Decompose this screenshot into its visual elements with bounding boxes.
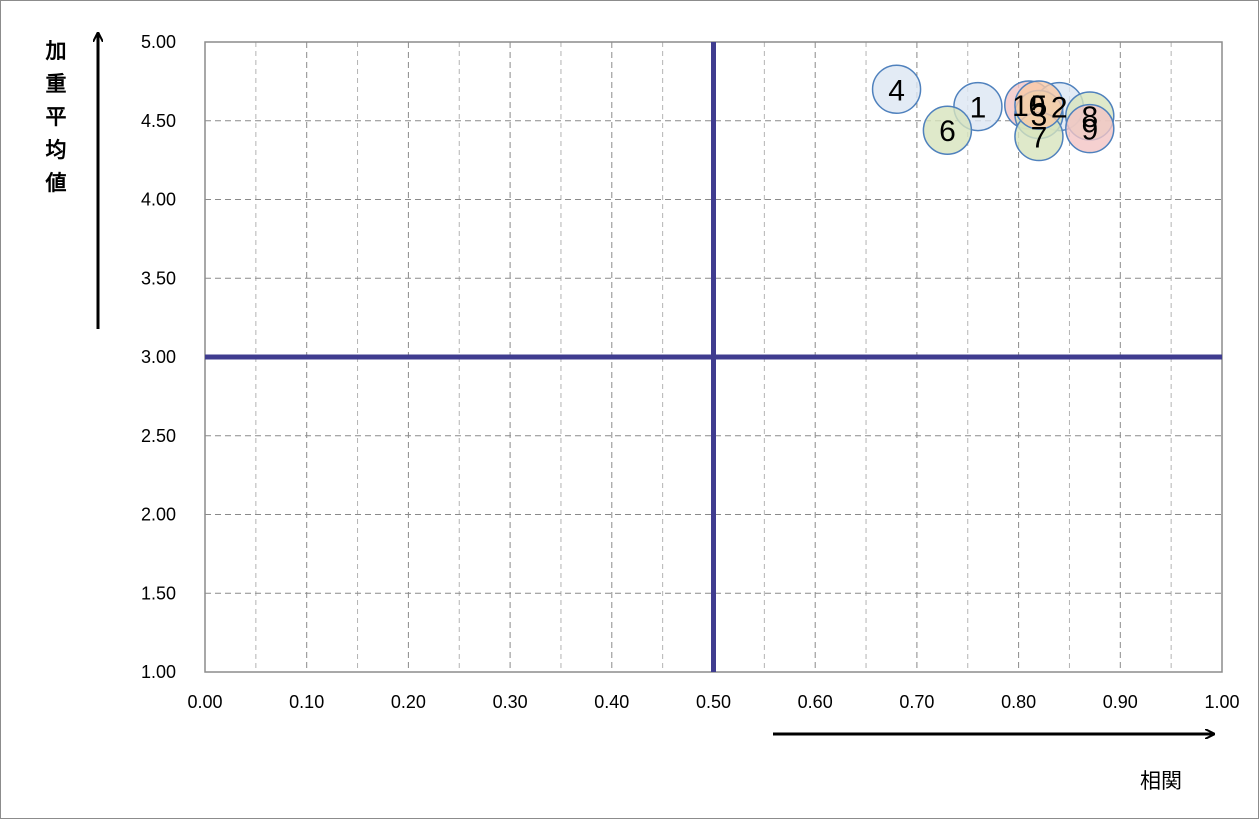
data-point-label: 5 (1031, 90, 1048, 123)
x-tick-label: 0.40 (594, 692, 629, 712)
data-point-label: 8 (1081, 101, 1098, 134)
x-tick-label: 0.70 (899, 692, 934, 712)
x-tick-label: 0.60 (798, 692, 833, 712)
x-tick-label: 0.30 (493, 692, 528, 712)
y-tick-label: 4.50 (141, 111, 176, 131)
data-point-label: 3 (1031, 99, 1048, 132)
x-tick-label: 0.90 (1103, 692, 1138, 712)
x-tick-label: 1.00 (1204, 692, 1239, 712)
y-tick-label: 3.50 (141, 268, 176, 288)
reference-lines (205, 42, 1222, 672)
x-tick-label: 0.10 (289, 692, 324, 712)
data-point-label: 4 (888, 74, 905, 107)
data-point-label: 10 (1012, 90, 1045, 123)
data-point-label: 9 (1081, 114, 1098, 147)
y-tick-label: 1.50 (141, 583, 176, 603)
data-point (871, 64, 922, 114)
tick-labels: 0.00 0.10 0.20 0.30 0.40 0.50 0.60 0.70 0.80 0.90… (141, 32, 1240, 712)
x-axis-title: 相関 (1140, 769, 1182, 793)
data-point (1065, 103, 1115, 154)
x-tick-label: 0.20 (391, 692, 426, 712)
data-points (871, 64, 1115, 162)
y-tick-label: 2.50 (141, 426, 176, 446)
data-point (1014, 80, 1064, 130)
data-point (922, 105, 973, 155)
data-point-label: 7 (1031, 122, 1048, 155)
x-tick-label: 0.80 (1001, 692, 1036, 712)
data-point-label: 2 (1051, 92, 1068, 125)
x-tick-label: 0.00 (187, 692, 222, 712)
data-point-label: 6 (939, 115, 956, 148)
y-tick-label: 4.00 (141, 190, 176, 210)
y-tick-label: 5.00 (141, 32, 176, 52)
data-point-label: 1 (970, 92, 987, 125)
y-tick-label: 1.00 (141, 662, 176, 682)
y-axis-title: 加重平均値 (45, 39, 67, 195)
y-tick-label: 2.00 (141, 505, 176, 525)
y-tick-label: 3.00 (141, 347, 176, 367)
x-tick-label: 0.50 (696, 692, 731, 712)
